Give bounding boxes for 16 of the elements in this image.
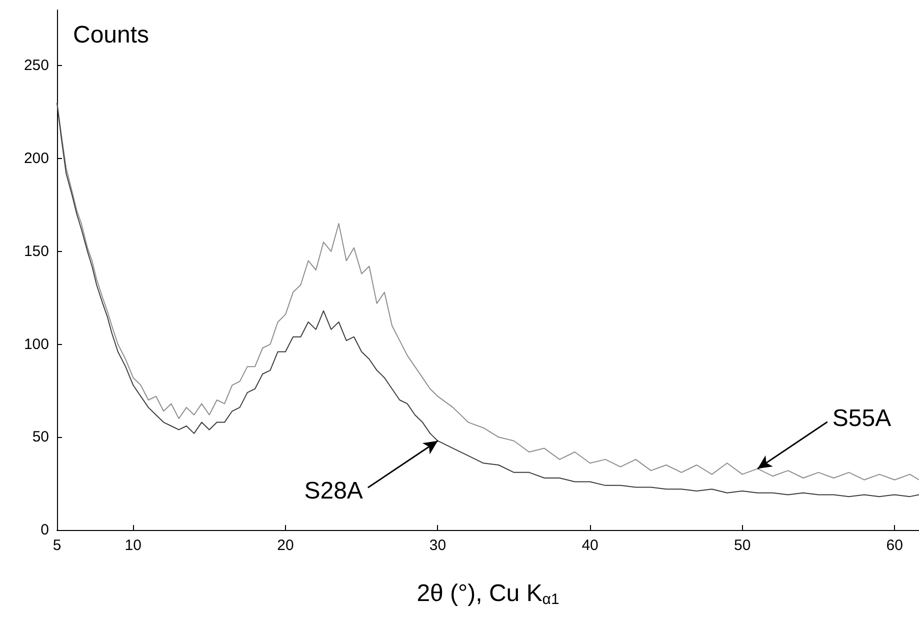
annotation: S55A (832, 405, 892, 432)
y-tick-label: 150 (24, 242, 49, 260)
x-tick-label: 5 (52, 537, 62, 554)
x-tick-label: 30 (429, 537, 446, 554)
y-tick-label: 50 (32, 428, 49, 446)
x-tick-label: 10 (124, 537, 142, 554)
y-tick-label: 250 (24, 57, 49, 74)
y-tick-label: 0 (40, 522, 49, 538)
annotation: S28A (304, 478, 363, 504)
x-tick-label: 40 (582, 537, 598, 554)
y-axis-title: Counts (73, 22, 150, 48)
y-tick-label: 200 (24, 150, 49, 168)
x-tick-label: 20 (277, 537, 294, 554)
x-tick-label: 60 (886, 537, 903, 554)
y-tick-label: 100 (24, 336, 49, 353)
x-tick-label: 50 (734, 537, 751, 554)
